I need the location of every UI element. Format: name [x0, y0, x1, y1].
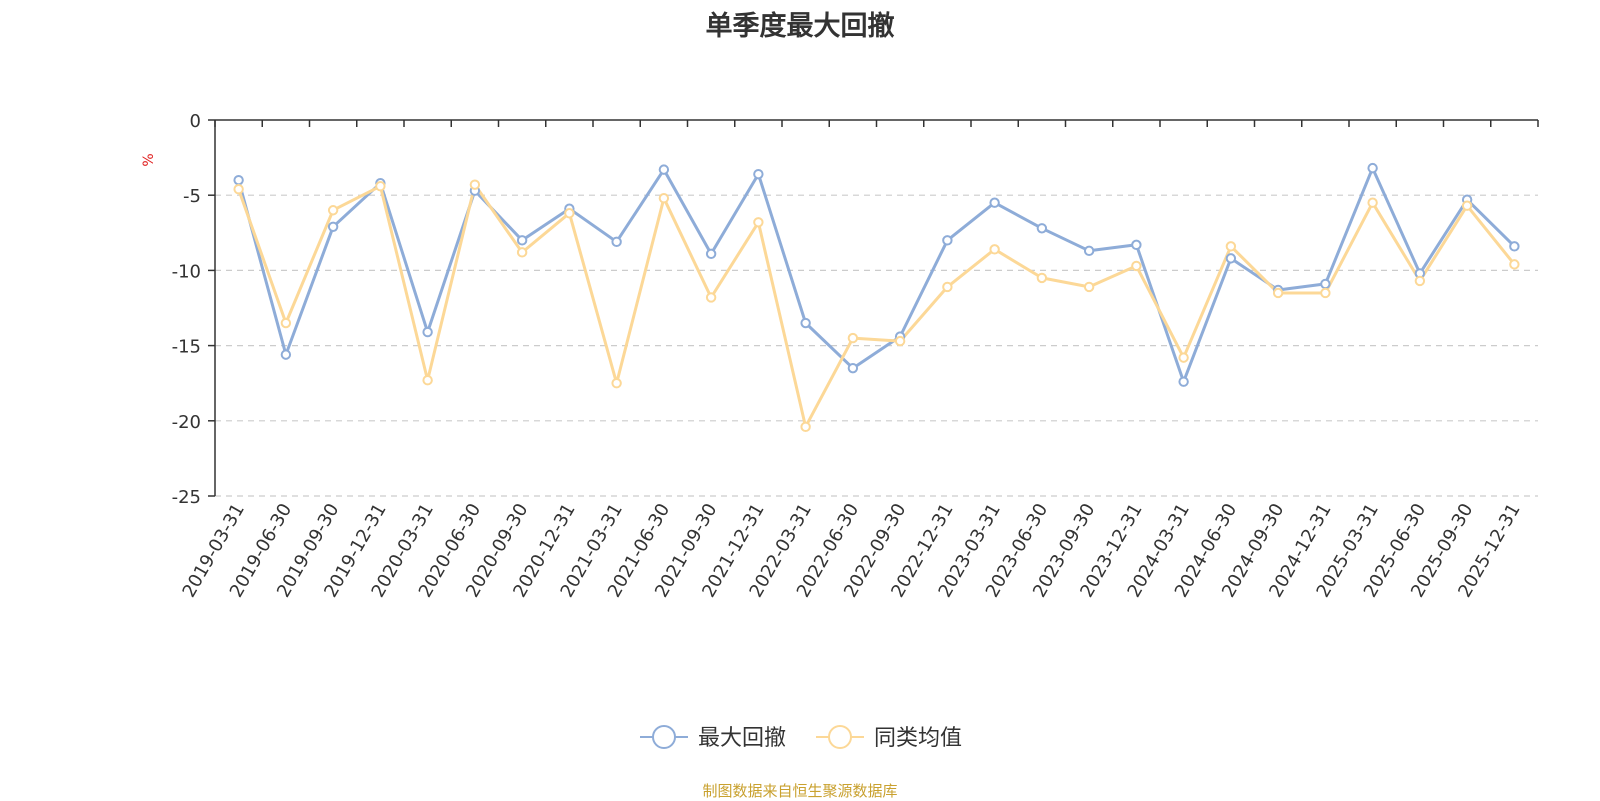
legend-label: 最大回撤	[698, 726, 786, 751]
series-line-2	[237, 183, 1516, 429]
legend[interactable]: 最大回撤 同类均值	[640, 725, 962, 751]
data-point-series-2[interactable]	[1083, 281, 1095, 293]
data-point-series-2[interactable]	[1178, 352, 1189, 363]
y-tick-label: -15	[172, 337, 201, 358]
data-point-series-2[interactable]	[1414, 275, 1426, 287]
data-point-series-1[interactable]	[800, 317, 811, 329]
data-point-series-2[interactable]	[1036, 272, 1048, 284]
y-tick-label: -20	[172, 412, 201, 433]
data-point-series-1[interactable]	[327, 221, 339, 232]
legend-marker-icon	[828, 725, 852, 749]
data-point-series-1[interactable]	[516, 235, 528, 246]
data-point-series-2[interactable]	[280, 317, 292, 329]
chart-title: 单季度最大回撤	[705, 11, 895, 42]
legend-label: 同类均值	[874, 726, 962, 751]
data-point-series-1[interactable]	[1131, 239, 1142, 251]
data-point-series-2[interactable]	[942, 281, 953, 293]
data-point-series-2[interactable]	[989, 244, 1000, 255]
data-point-series-1[interactable]	[1036, 223, 1048, 234]
data-point-series-1[interactable]	[658, 164, 670, 175]
legend-marker-icon	[652, 725, 676, 749]
data-point-series-1[interactable]	[705, 248, 717, 260]
data-point-series-2[interactable]	[753, 217, 764, 228]
y-tick-label: -5	[183, 186, 201, 207]
data-point-series-1[interactable]	[1083, 245, 1095, 257]
grid-layer	[215, 194, 1538, 497]
data-point-series-1[interactable]	[1320, 278, 1331, 290]
data-point-series-2[interactable]	[1225, 241, 1237, 252]
series-line-1	[237, 166, 1516, 384]
legend-item-2[interactable]: 同类均值	[816, 725, 962, 751]
data-point-series-1[interactable]	[233, 174, 244, 186]
data-point-series-2[interactable]	[1461, 200, 1473, 211]
data-point-series-1[interactable]	[1178, 376, 1189, 387]
data-point-series-2[interactable]	[469, 179, 481, 190]
data-point-series-1[interactable]	[280, 349, 292, 360]
y-tick-label: -10	[172, 261, 201, 282]
data-point-series-2[interactable]	[705, 292, 717, 303]
data-point-series-2[interactable]	[1131, 260, 1142, 272]
data-point-series-2[interactable]	[894, 335, 906, 347]
data-point-series-2[interactable]	[847, 332, 859, 344]
data-point-series-1[interactable]	[753, 168, 764, 180]
data-point-series-1[interactable]	[989, 197, 1000, 208]
data-point-series-2[interactable]	[1320, 287, 1331, 299]
legend-item-1[interactable]: 最大回撤	[640, 725, 786, 751]
data-point-series-2[interactable]	[516, 247, 528, 258]
y-axis-unit: %	[141, 153, 157, 166]
data-point-series-2[interactable]	[658, 193, 670, 204]
data-point-series-1[interactable]	[1509, 241, 1520, 252]
source-note: 制图数据来自恒生聚源数据库	[702, 782, 898, 800]
data-point-series-2[interactable]	[800, 421, 811, 433]
series-layer	[233, 162, 1520, 433]
y-tick-label: 0	[190, 111, 201, 132]
data-point-series-1[interactable]	[611, 236, 622, 248]
data-point-series-2[interactable]	[233, 183, 244, 195]
data-point-series-1[interactable]	[422, 326, 433, 338]
data-point-series-2[interactable]	[1509, 259, 1520, 270]
data-point-series-2[interactable]	[375, 180, 386, 192]
data-point-series-2[interactable]	[327, 205, 339, 216]
data-point-series-2[interactable]	[564, 208, 575, 219]
data-point-series-2[interactable]	[422, 374, 433, 386]
data-point-series-1[interactable]	[847, 362, 859, 374]
data-point-series-1[interactable]	[1225, 253, 1237, 264]
data-point-series-2[interactable]	[611, 378, 622, 389]
y-tick-label: -25	[172, 487, 201, 508]
data-point-series-1[interactable]	[1367, 162, 1378, 174]
chart-area: 0-5-10-15-20-25%2019-03-312019-06-302019…	[141, 111, 1539, 751]
data-point-series-2[interactable]	[1272, 287, 1284, 299]
data-point-series-2[interactable]	[1367, 197, 1378, 208]
data-point-series-1[interactable]	[942, 235, 953, 246]
